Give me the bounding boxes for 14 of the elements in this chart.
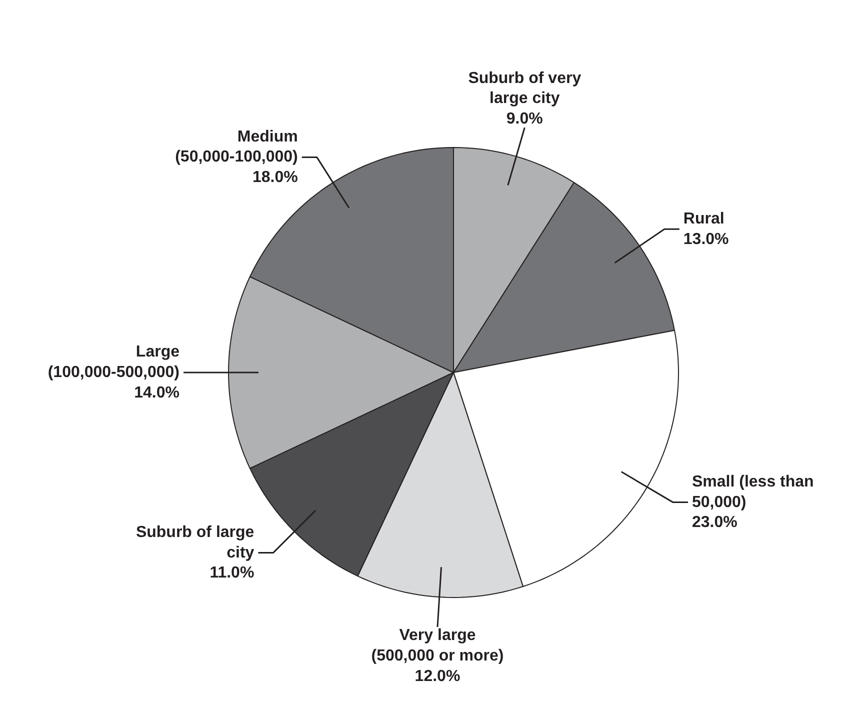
data-label: 9.0% <box>506 110 543 128</box>
data-label: 18.0% <box>252 169 298 186</box>
slice-label: Suburb of very large city <box>468 70 582 108</box>
slice-label: Very large (500,000 or more) <box>371 626 504 664</box>
data-label: 13.0% <box>683 230 729 248</box>
slice-label: Medium (50,000-100,000) <box>175 128 298 166</box>
slice-label: Rural <box>683 210 724 228</box>
data-label: 14.0% <box>134 384 180 402</box>
slice-label: Large (100,000-500,000) <box>48 344 180 381</box>
data-label: 23.0% <box>692 514 738 532</box>
data-label: 12.0% <box>414 668 460 685</box>
data-label: 11.0% <box>210 564 254 582</box>
slice-label: Suburb of large city <box>136 524 254 562</box>
slice-label: Small (less than 50,000) <box>692 473 814 511</box>
